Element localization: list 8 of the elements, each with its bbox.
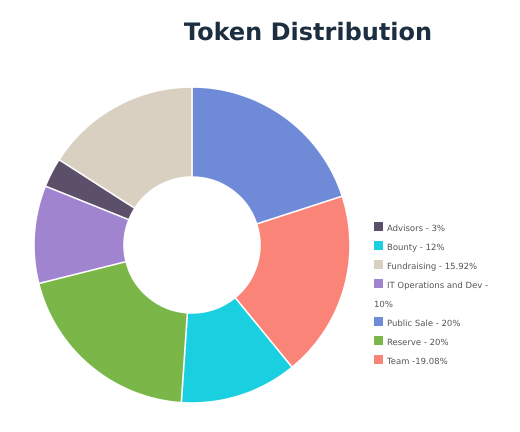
legend-label: Fundraising - 15.92% — [387, 262, 478, 272]
chart-title: Token Distribution — [182, 18, 434, 46]
legend-label: Reserve - 20% — [387, 338, 449, 348]
legend-label: Bounty - 12% — [387, 243, 445, 253]
legend-label: IT Operations and Dev - 10% — [374, 281, 488, 310]
legend-label: Public Sale - 20% — [387, 319, 460, 329]
legend-label: Advisors - 3% — [387, 224, 445, 234]
legend-label: Team -19.08% — [387, 357, 448, 367]
